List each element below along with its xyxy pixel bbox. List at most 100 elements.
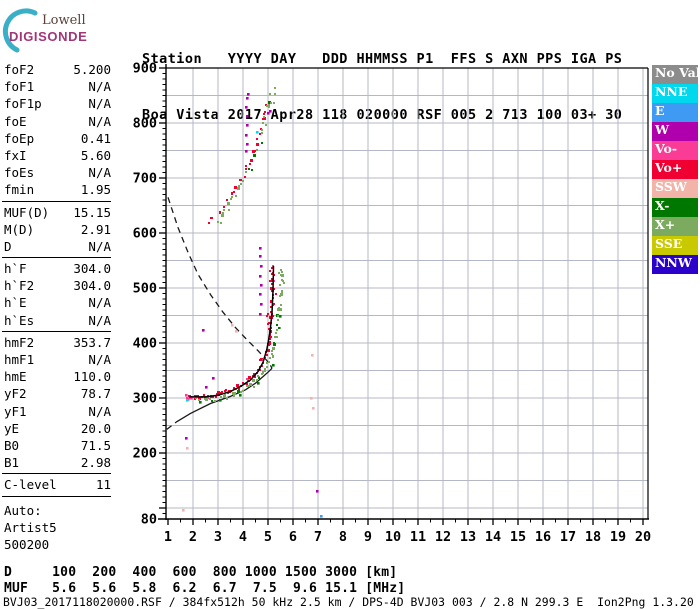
- x-tick-label: 2: [189, 529, 197, 545]
- param-row-hes: h`Es N/A: [4, 312, 111, 329]
- param-label: yF1: [4, 403, 27, 419]
- legend-item-x: X+: [652, 217, 698, 236]
- param-label: B1: [4, 455, 20, 471]
- param-label: yF2: [4, 386, 27, 402]
- param-label: 500200: [4, 536, 50, 552]
- param-row-hme: hmE 110.0: [4, 368, 111, 385]
- param-label: fmin: [4, 182, 35, 198]
- x-tick-label: 4: [239, 529, 247, 545]
- param-value: N/A: [88, 165, 111, 181]
- param-label: h`E: [4, 295, 27, 311]
- legend-item-noval: No Val: [652, 65, 698, 84]
- plot-frame: [166, 67, 649, 519]
- param-label: h`F: [4, 261, 27, 277]
- param-value: 304.0: [73, 261, 111, 277]
- param-value: 71.5: [80, 437, 111, 453]
- profile-artist-fitted-trace: [189, 265, 275, 398]
- x-tick-label: 1: [164, 529, 172, 545]
- profile-lines: [166, 197, 273, 430]
- x-tick-label: 14: [485, 529, 501, 545]
- y-tick-label: 300: [133, 391, 157, 407]
- param-value: 2.98: [80, 455, 111, 471]
- param-label: foF1p: [4, 96, 42, 112]
- param-value: N/A: [88, 113, 111, 129]
- x-tick-label: 20: [635, 529, 651, 545]
- param-value: 353.7: [73, 334, 111, 350]
- lowell-digisonde-logo: Lowell DIGISONDE: [2, 5, 122, 53]
- y-tick-label: 800: [133, 116, 157, 132]
- param-separator: [2, 200, 111, 202]
- profile-modeled-topside-profile: [167, 197, 273, 369]
- logo-digisonde-text: DIGISONDE: [9, 29, 88, 44]
- param-separator: [2, 495, 111, 497]
- param-value: N/A: [88, 79, 111, 95]
- x-tick-label: 16: [535, 529, 551, 545]
- x-tick-label: 10: [385, 529, 401, 545]
- profile-true-height-profile: [175, 367, 273, 423]
- x-tick-label: 5: [264, 529, 272, 545]
- param-label: h`Es: [4, 312, 35, 328]
- param-label: hmF2: [4, 334, 35, 350]
- param-label: D: [4, 238, 12, 254]
- param-value: 15.15: [73, 204, 111, 220]
- x-tick-label: 18: [585, 529, 601, 545]
- param-value: N/A: [88, 312, 111, 328]
- x-tick-label: 19: [610, 529, 626, 545]
- param-row-b1: B1 2.98: [4, 454, 111, 471]
- legend-item-w: W: [652, 122, 698, 141]
- param-row-he: h`E N/A: [4, 294, 111, 311]
- status-bar: BVJ03_2017118020000.RSF / 384fx512h 50 k…: [3, 595, 694, 609]
- param-value: 110.0: [73, 369, 111, 385]
- param-label: foEs: [4, 165, 35, 181]
- profile-bottomside-tail: [166, 421, 177, 430]
- legend-item-sse: SSE: [652, 236, 698, 255]
- param-value: 1.95: [80, 182, 111, 198]
- parameter-panel: foF2 5.200 foF1 N/A foF1p N/A foE N/A foEp 0.41 fx…: [2, 61, 111, 553]
- param-label: Artist5: [4, 519, 57, 535]
- param-row-500200: 500200: [4, 536, 111, 553]
- param-row-d: D N/A: [4, 238, 111, 255]
- logo-lowell-text: Lowell: [42, 13, 86, 28]
- x-tick-label: 8: [339, 529, 347, 545]
- x-tick-label: 11: [410, 529, 426, 545]
- plot-grid: [166, 68, 648, 519]
- param-value: N/A: [88, 238, 111, 254]
- logo-arc-icon: [2, 8, 38, 53]
- param-separator: [2, 330, 111, 332]
- param-value: N/A: [88, 352, 111, 367]
- param-value: 304.0: [73, 278, 111, 294]
- y-tick-label: 600: [133, 226, 157, 242]
- y-tick-label: 200: [133, 446, 157, 462]
- param-label: MUF(D): [4, 204, 50, 220]
- doppler-color-legend: No Val NNE E W Vo- Vo+ SSW X- X+ SSE NNW: [652, 65, 698, 274]
- param-row-yf1: yF1 N/A: [4, 403, 111, 420]
- param-row-fxi: fxI 5.60: [4, 147, 111, 164]
- legend-item-vo: Vo+: [652, 160, 698, 179]
- param-row-foes: foEs N/A: [4, 164, 111, 181]
- legend-item-x: X-: [652, 198, 698, 217]
- param-value: 5.60: [80, 147, 111, 163]
- param-value: N/A: [88, 403, 111, 419]
- param-separator: [2, 473, 111, 475]
- legend-item-e: E: [652, 103, 698, 122]
- y-tick-label: 700: [133, 171, 157, 187]
- param-label: C-level: [4, 477, 57, 493]
- y-tick-label: 900: [133, 61, 157, 77]
- param-label: hmE: [4, 369, 27, 385]
- param-label: B0: [4, 437, 20, 453]
- series-f-trace-o-mode-echoes-vo-: [188, 265, 277, 401]
- series-second-hop-x-mode-x-: [217, 87, 276, 224]
- param-row-hf2: h`F2 304.0: [4, 277, 111, 294]
- param-row-fof1p: foF1p N/A: [4, 95, 111, 112]
- x-tick-label: 17: [560, 529, 576, 545]
- legend-item-nne: NNE: [652, 84, 698, 103]
- param-value: 2.91: [80, 221, 111, 237]
- x-tick-label: 13: [460, 529, 476, 545]
- muf-distance-table: D 100 200 400 600 800 1000 1500 3000 [km…: [4, 565, 406, 596]
- param-label: foEp: [4, 130, 35, 146]
- param-row-fof2: foF2 5.200: [4, 61, 111, 78]
- param-label: fxI: [4, 147, 27, 163]
- x-tick-label: 12: [435, 529, 451, 545]
